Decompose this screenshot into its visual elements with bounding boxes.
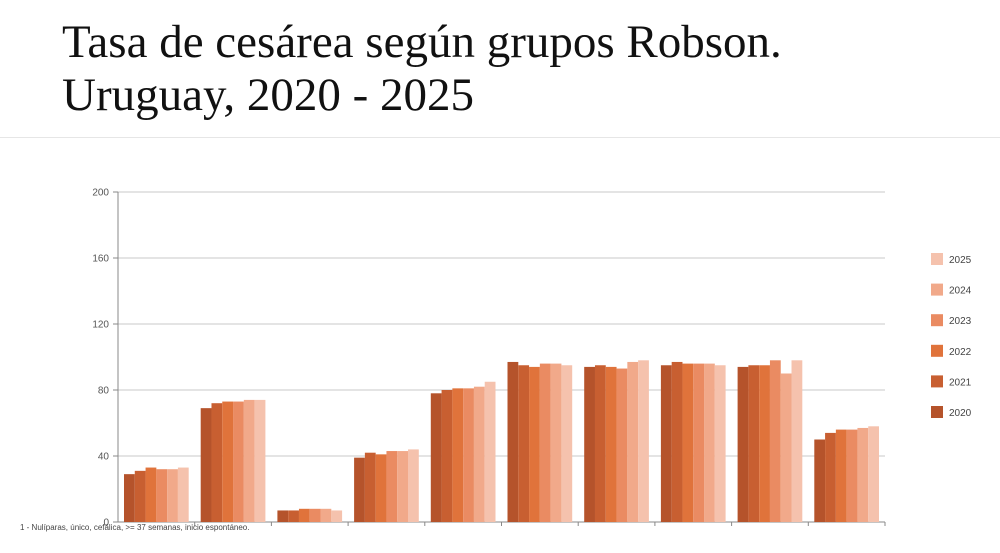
bar-10-2023 [846,429,858,522]
legend-swatch-2023 [931,314,943,327]
bar-1-2023 [156,469,168,522]
bar-6-2022 [529,366,540,522]
bar-5-2023 [463,388,474,522]
bar-4-2023 [386,451,398,522]
bar-6-2020 [507,361,519,522]
legend-swatch-2022 [931,344,943,357]
bar-10-2024 [857,427,869,522]
bar-7-2024 [627,361,639,522]
bar-5-2025 [484,381,496,522]
bar-10-2022 [835,429,847,522]
bar-4-2025 [408,449,419,522]
legend-label-2024: 2024 [949,286,972,297]
bar-6-2023 [539,363,551,522]
bar-9-2025 [791,360,803,522]
bar-7-2023 [616,368,628,522]
bar-4-2024 [397,451,409,522]
bar-8-2021 [671,361,683,522]
bar-3-2025 [331,510,343,522]
title-line-1: Tasa de cesárea según grupos Robson. [62,16,782,68]
bar-8-2023 [693,363,705,522]
legend-swatch-2021 [931,375,943,388]
bar-7-2021 [594,365,606,522]
bar-9-2024 [780,373,792,522]
bar-4-2022 [375,454,387,522]
legend-swatch-2025 [931,253,943,265]
slide-title: Tasa de cesárea según grupos Robson. Uru… [62,16,782,122]
bar-2-2022 [222,401,234,522]
legend-label-2022: 2022 [949,347,972,358]
title-divider [0,137,1000,138]
bar-10-2025 [868,426,879,522]
bar-9-2023 [769,360,781,522]
bar-2-2023 [233,401,244,522]
bar-2-2024 [243,399,255,522]
bar-6-2021 [518,365,530,522]
bar-10-2020 [814,439,826,522]
bar-3-2021 [288,510,299,522]
bar-3-2022 [298,508,310,522]
legend-label-2021: 2021 [949,377,972,388]
bar-3-2023 [309,508,321,522]
y-tick-label: 200 [92,188,109,199]
bar-6-2025 [561,365,573,522]
y-tick-label: 120 [92,320,109,331]
bar-2-2021 [211,403,223,522]
bar-2-2025 [254,399,266,522]
bar-5-2022 [452,388,464,522]
bar-9-2021 [748,365,760,522]
bar-2-2020 [200,408,212,522]
bar-1-2024 [167,469,178,522]
bar-1-2020 [124,474,135,522]
footnote: 1 - Nulíparas, único, cefálica, >= 37 se… [20,523,250,532]
bar-3-2020 [277,510,289,522]
bar-8-2024 [704,363,715,522]
bar-9-2020 [737,366,749,522]
bar-4-2020 [354,457,365,522]
bar-3-2024 [320,508,332,522]
legend-swatch-2020 [931,406,943,418]
bar-9-2022 [759,365,770,522]
bar-7-2025 [638,360,649,522]
bar-5-2020 [430,393,442,522]
bar-8-2025 [714,365,726,522]
bar-1-2025 [177,467,189,522]
legend-swatch-2024 [931,283,943,296]
y-tick-label: 0 [103,518,109,529]
bar-4-2021 [364,452,376,522]
bar-8-2020 [660,365,672,522]
bar-8-2022 [682,363,694,522]
bar-1-2021 [134,470,146,522]
y-tick-label: 40 [98,452,110,463]
title-line-2: Uruguay, 2020 - 2025 [62,69,475,121]
bar-1-2022 [145,467,157,522]
legend-label-2020: 2020 [949,408,972,419]
bar-7-2020 [584,366,595,522]
bar-7-2022 [605,366,617,522]
legend-label-2023: 2023 [949,316,972,327]
bar-5-2021 [441,390,453,522]
legend-label-2025: 2025 [949,255,972,266]
y-tick-label: 80 [98,386,110,397]
bar-10-2021 [825,432,836,522]
bar-5-2024 [473,386,485,522]
y-tick-label: 160 [92,254,109,265]
bar-6-2024 [550,363,562,522]
